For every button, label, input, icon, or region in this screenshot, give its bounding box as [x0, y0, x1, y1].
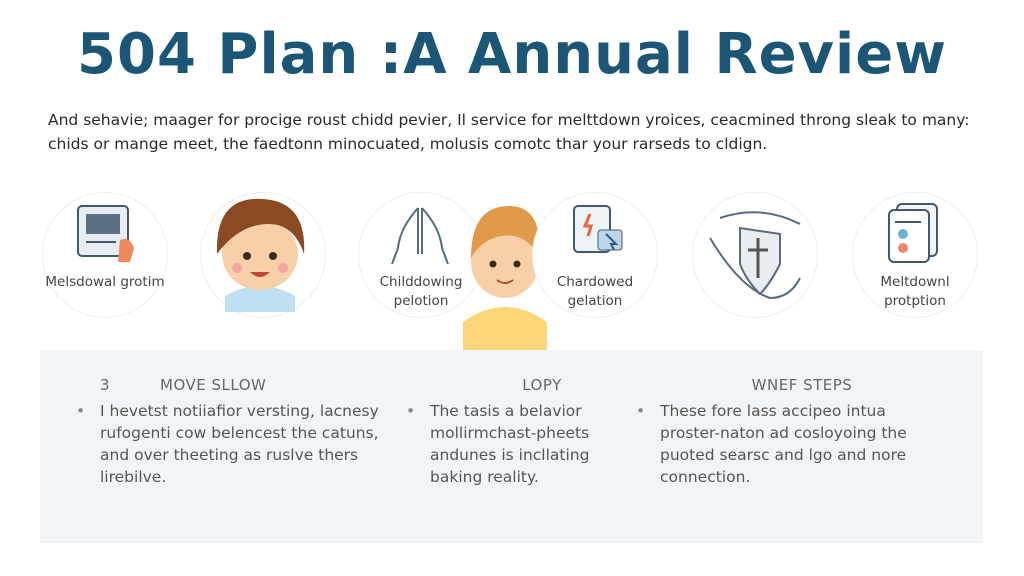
page-title: 504 Plan :A Annual Review — [77, 22, 947, 87]
column-heading: WNEF STEPS — [751, 376, 853, 394]
child-avatar-icon — [216, 198, 305, 312]
icon-label: Childdowing pelotion — [379, 274, 463, 309]
praying-hands-icon — [391, 207, 449, 265]
column-move-slow: 3 MOVE SLLOW • I hevetst notiiafior versti… — [76, 376, 400, 488]
tablet-cursor-icon — [573, 205, 623, 253]
icon-label: Melsdowal grotim — [45, 274, 165, 290]
column-heading: LOPY — [522, 376, 562, 394]
boy-avatar-icon — [463, 206, 547, 352]
column-text: These fore lass accipeo intua proster-na… — [660, 402, 907, 486]
icon-label: Chardowed gelation — [556, 274, 634, 309]
intro-text: And sehavie; maager for procige roust ch… — [48, 111, 970, 153]
column-text: I hevetst notiiafior versting, lacnesy r… — [100, 402, 379, 486]
column-steps: WNEF STEPS • These fore lass accipeo intu… — [636, 376, 920, 488]
info-panel: 3 MOVE SLLOW • I hevetst notiiafior versti… — [40, 350, 983, 543]
column-lopy: LOPY • The tasis a belavior mollirmchast-… — [406, 376, 630, 488]
icon-label: Meltdownl protption — [880, 274, 950, 309]
bullet-icon: • — [636, 402, 646, 420]
column-heading: MOVE SLLOW — [160, 376, 267, 394]
cards-icon — [888, 203, 938, 263]
protective-hands-icon — [709, 211, 801, 300]
document-hand-icon — [77, 205, 134, 262]
bullet-icon: • — [406, 402, 416, 420]
column-number: 3 — [100, 376, 111, 394]
bullet-icon: • — [76, 402, 86, 420]
column-text: The tasis a belavior mollirmchast-pheets… — [430, 402, 590, 486]
